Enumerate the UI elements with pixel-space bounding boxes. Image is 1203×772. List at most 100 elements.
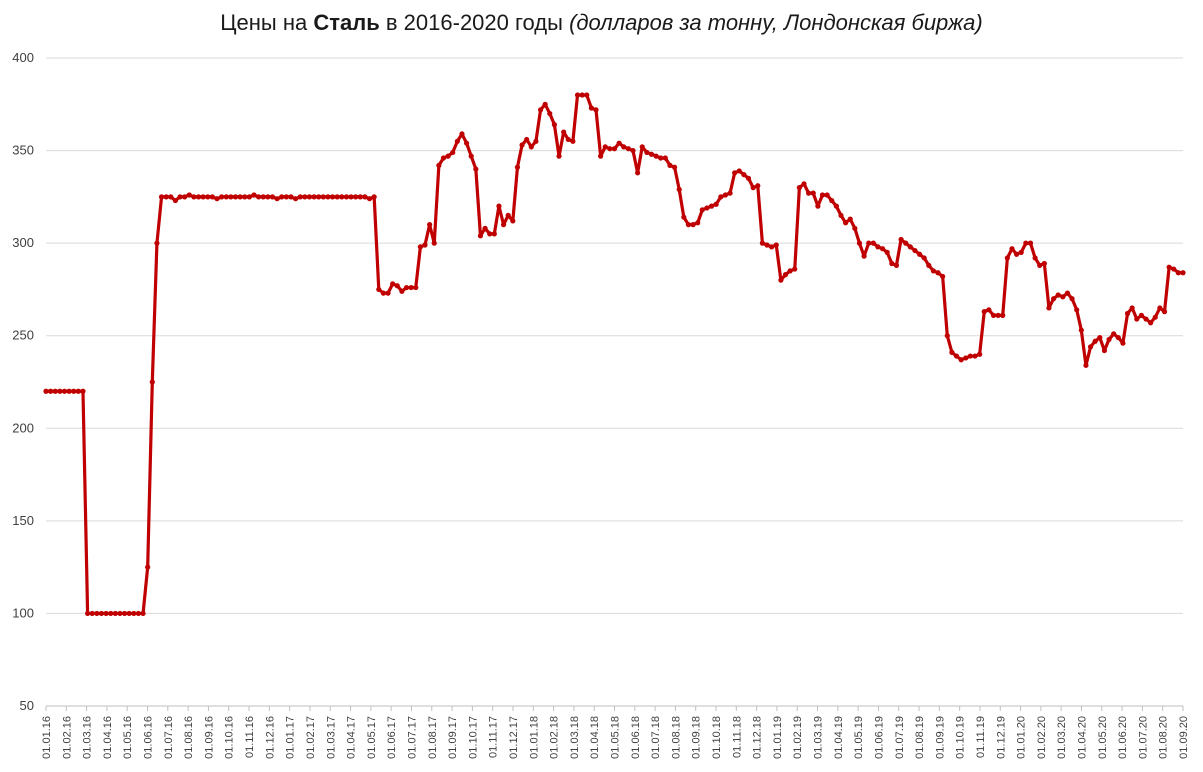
data-point — [191, 194, 197, 200]
x-tick-label: 01.01.16 — [41, 716, 53, 759]
data-point — [528, 144, 534, 150]
data-point — [815, 203, 821, 209]
data-point — [413, 284, 419, 291]
data-point — [149, 379, 155, 385]
data-point — [537, 107, 544, 113]
data-point — [935, 270, 941, 276]
data-point — [981, 309, 987, 315]
x-tick-label: 01.11.17 — [488, 716, 500, 758]
data-point — [158, 194, 165, 200]
data-point — [796, 185, 802, 191]
x-tick-label: 01.05.18 — [610, 716, 622, 759]
data-point — [477, 233, 484, 239]
data-point — [690, 222, 696, 228]
data-point — [306, 194, 313, 200]
data-point — [514, 164, 521, 170]
data-point — [1092, 338, 1098, 344]
x-tick-label: 01.12.18 — [752, 716, 764, 759]
data-point — [505, 212, 511, 218]
x-tick-label: 01.10.19 — [955, 716, 967, 759]
data-point — [570, 138, 576, 144]
data-point — [1106, 336, 1112, 343]
data-point — [186, 192, 192, 198]
data-point — [542, 101, 548, 107]
data-point — [907, 244, 913, 250]
x-tick-label: 01.10.16 — [224, 716, 236, 759]
data-point — [884, 249, 890, 255]
data-point — [759, 240, 766, 246]
data-point — [168, 194, 174, 200]
data-point — [833, 203, 839, 209]
y-tick-label: 150 — [12, 513, 34, 528]
data-point — [468, 153, 474, 159]
data-point — [856, 240, 863, 246]
data-point — [145, 564, 151, 570]
data-point — [394, 283, 400, 289]
data-point — [995, 312, 1001, 318]
x-tick-label: 01.03.16 — [82, 716, 94, 759]
data-point — [838, 212, 844, 218]
x-tick-label: 01.12.17 — [508, 716, 520, 759]
data-point — [861, 253, 867, 259]
data-point — [782, 272, 789, 278]
x-tick-label: 01.02.16 — [61, 716, 73, 759]
data-point — [1000, 312, 1006, 318]
data-point — [921, 255, 927, 261]
data-point — [80, 388, 86, 394]
data-point — [251, 192, 257, 198]
data-point — [926, 262, 932, 268]
x-tick-label: 01.04.18 — [589, 716, 601, 759]
data-point — [57, 388, 63, 394]
data-point — [482, 225, 488, 231]
data-point — [1157, 305, 1163, 311]
title-commodity: Сталь — [313, 10, 380, 35]
data-point — [459, 131, 465, 137]
data-point — [736, 168, 742, 174]
x-tick-label: 01.09.20 — [1178, 716, 1190, 759]
data-point — [380, 290, 386, 296]
data-point — [94, 610, 100, 617]
data-point — [695, 220, 701, 226]
data-point — [847, 216, 853, 222]
data-point — [764, 242, 770, 248]
data-point — [348, 194, 354, 200]
x-tick-label: 01.05.20 — [1097, 716, 1109, 759]
data-point — [949, 349, 955, 355]
data-point — [473, 166, 479, 172]
data-point — [607, 146, 613, 152]
data-point — [588, 105, 594, 111]
data-point — [732, 170, 738, 176]
data-point — [408, 284, 414, 291]
data-point — [256, 194, 262, 200]
data-point — [117, 610, 123, 617]
data-point — [940, 273, 946, 280]
data-point — [870, 240, 876, 246]
data-point — [644, 149, 650, 156]
data-point — [85, 610, 91, 617]
x-tick-label: 01.12.16 — [264, 716, 276, 759]
data-point — [283, 194, 289, 200]
data-point — [1138, 312, 1144, 318]
data-point — [260, 194, 266, 200]
data-point — [1037, 262, 1043, 268]
x-tick-label: 01.12.19 — [995, 716, 1007, 759]
y-tick-label: 300 — [12, 235, 34, 250]
data-point — [1129, 305, 1135, 311]
x-tick-label: 01.10.17 — [467, 716, 479, 759]
data-point — [436, 162, 442, 168]
data-point — [343, 194, 350, 200]
data-point — [399, 288, 405, 294]
x-tick-label: 01.01.17 — [285, 716, 297, 759]
data-point — [1087, 344, 1094, 350]
data-point — [722, 192, 729, 198]
data-point — [140, 610, 146, 617]
x-tick-label: 01.02.17 — [305, 716, 317, 759]
data-point — [898, 236, 904, 243]
x-tick-label: 01.10.18 — [711, 716, 723, 759]
data-point — [533, 138, 539, 144]
data-point — [1078, 327, 1084, 333]
data-point — [371, 194, 377, 200]
data-point — [1060, 294, 1066, 300]
x-tick-label: 01.09.16 — [203, 716, 215, 759]
data-point — [741, 172, 747, 178]
